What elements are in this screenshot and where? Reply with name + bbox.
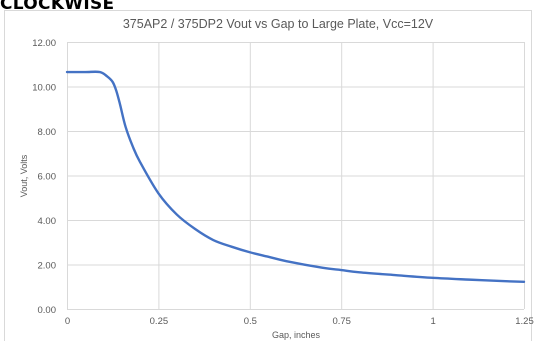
x-tick-label: 1.25 <box>515 316 534 327</box>
x-tick-label: 0 <box>65 316 70 327</box>
chart-title: 375AP2 / 375DP2 Vout vs Gap to Large Pla… <box>123 17 434 31</box>
chart-frame <box>4 10 532 341</box>
x-tick-label: 0.25 <box>150 316 169 327</box>
y-tick-label: 6.00 <box>38 172 57 183</box>
x-axis-title: Gap, inches <box>272 330 321 340</box>
grid-layer <box>67 42 525 310</box>
y-tick-label: 12.00 <box>32 38 56 49</box>
y-tick-label: 8.00 <box>38 127 57 138</box>
tick-labels: 0.00 2.00 4.00 6.00 8.00 10.00 12.00 0 0.25 0.5 0.… <box>32 38 534 327</box>
y-tick-label: 2.00 <box>38 261 57 272</box>
x-tick-label: 0.5 <box>244 316 257 327</box>
y-tick-label: 0.00 <box>38 305 57 316</box>
vout-series-line <box>65 70 526 284</box>
x-tick-label: 0.75 <box>332 316 351 327</box>
y-tick-label: 4.00 <box>38 216 57 227</box>
y-tick-label: 10.00 <box>32 83 56 94</box>
x-tick-label: 1 <box>430 316 435 327</box>
y-axis-title: Vout, Volts <box>19 154 29 197</box>
